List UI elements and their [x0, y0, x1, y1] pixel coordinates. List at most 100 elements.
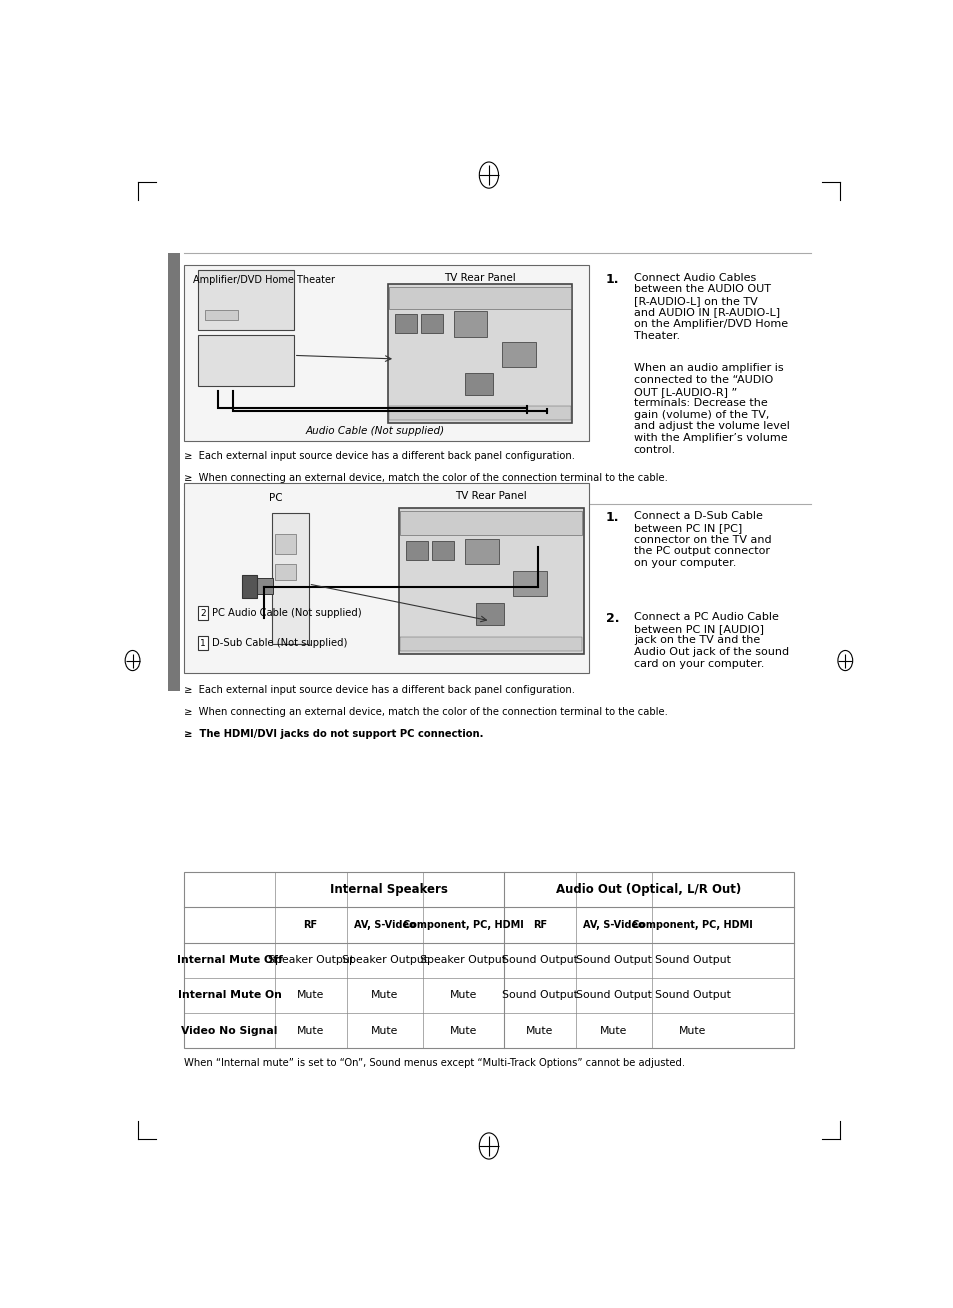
Text: Connect Audio Cables
between the AUDIO OUT
[R-AUDIO-L] on the TV
and AUDIO IN [R: Connect Audio Cables between the AUDIO O… [633, 273, 787, 341]
Bar [184, 872, 794, 1048]
Circle shape [433, 606, 446, 624]
Text: Mute: Mute [449, 990, 476, 1001]
Text: Sound Output: Sound Output [501, 955, 578, 965]
Text: Sound Output: Sound Output [654, 990, 730, 1001]
Circle shape [213, 395, 223, 409]
Text: AV, S-Video: AV, S-Video [354, 920, 416, 930]
Text: 1.: 1. [605, 273, 618, 285]
Bar [432, 542, 454, 560]
Text: Component, PC, HDMI: Component, PC, HDMI [402, 920, 523, 930]
Text: Video No Signal: Video No Signal [181, 1025, 277, 1036]
Bar [168, 252, 180, 691]
Text: D-Sub Cable (Not supplied): D-Sub Cable (Not supplied) [213, 638, 348, 649]
Text: PC Audio Cable (Not supplied): PC Audio Cable (Not supplied) [213, 608, 361, 619]
Text: Component, PC, HDMI: Component, PC, HDMI [632, 920, 752, 930]
Bar [197, 269, 294, 330]
Bar [454, 311, 487, 336]
Bar [272, 514, 308, 645]
Text: TV Rear Panel: TV Rear Panel [444, 273, 516, 283]
Bar [400, 511, 581, 535]
Circle shape [228, 377, 238, 391]
Text: ≥  The HDMI/DVI jacks do not support PC connection.: ≥ The HDMI/DVI jacks do not support PC c… [184, 729, 483, 739]
Circle shape [405, 377, 418, 395]
Text: ≥  Each external input source device has a different back panel configuration.: ≥ Each external input source device has … [184, 451, 575, 460]
Circle shape [207, 348, 225, 373]
Text: Sound Output: Sound Output [654, 955, 730, 965]
Text: Internal Mute Off: Internal Mute Off [176, 955, 282, 965]
Bar [398, 509, 583, 654]
Bar [532, 504, 542, 528]
Bar [395, 314, 416, 332]
Bar [184, 483, 589, 672]
Text: Sound Output: Sound Output [501, 990, 578, 1001]
Circle shape [484, 578, 497, 596]
Text: Audio Out (Optical, L/R Out): Audio Out (Optical, L/R Out) [556, 883, 740, 896]
Circle shape [416, 606, 429, 624]
Circle shape [450, 606, 463, 624]
Bar [389, 286, 571, 309]
Circle shape [254, 300, 266, 315]
Bar [197, 335, 294, 386]
Circle shape [517, 382, 536, 408]
Text: Sound Output: Sound Output [576, 990, 651, 1001]
Circle shape [258, 604, 269, 619]
Text: When “Internal mute” is set to “On”, Sound menus except “Multi-Track Options” ca: When “Internal mute” is set to “On”, Sou… [184, 1058, 684, 1069]
Circle shape [521, 395, 531, 409]
Text: RF: RF [533, 920, 546, 930]
Bar [275, 564, 295, 579]
Circle shape [405, 349, 418, 368]
Circle shape [530, 488, 544, 509]
Circle shape [530, 531, 544, 552]
Text: Mute: Mute [599, 1025, 627, 1036]
Circle shape [399, 606, 413, 624]
Bar [513, 570, 546, 596]
Circle shape [473, 349, 486, 368]
Circle shape [450, 578, 463, 596]
Text: Mute: Mute [449, 1025, 476, 1036]
Text: ≥  When connecting an external device, match the color of the connection termina: ≥ When connecting an external device, ma… [184, 706, 667, 717]
Text: ≥  When connecting an external device, match the color of the connection termina: ≥ When connecting an external device, ma… [184, 473, 667, 483]
Bar [476, 603, 504, 625]
Text: Mute: Mute [296, 1025, 324, 1036]
Text: Mute: Mute [371, 990, 398, 1001]
Bar [197, 637, 208, 650]
Circle shape [467, 578, 480, 596]
Circle shape [433, 578, 446, 596]
Circle shape [456, 349, 469, 368]
Text: Connect a PC Audio Cable
between PC IN [AUDIO]
jack on the TV and the
Audio Out : Connect a PC Audio Cable between PC IN [… [633, 612, 788, 668]
Circle shape [547, 612, 567, 638]
Circle shape [388, 349, 401, 368]
Circle shape [388, 377, 401, 395]
Text: 1: 1 [200, 638, 206, 647]
Circle shape [422, 349, 436, 368]
Text: Speaker Output: Speaker Output [267, 955, 354, 965]
Bar [205, 310, 238, 320]
Text: When an audio amplifier is
connected to the “AUDIO
OUT [L-AUDIO-R] ”
terminals: : When an audio amplifier is connected to … [633, 364, 789, 455]
Text: TV Rear Panel: TV Rear Panel [455, 492, 526, 501]
Bar [501, 343, 535, 368]
Text: Mute: Mute [296, 990, 324, 1001]
Circle shape [294, 527, 304, 540]
Circle shape [439, 377, 453, 395]
Bar [274, 872, 794, 908]
Text: 2.: 2. [605, 612, 618, 625]
Bar [242, 576, 256, 598]
Bar [389, 405, 571, 420]
Circle shape [228, 395, 238, 409]
Text: Mute: Mute [371, 1025, 398, 1036]
Text: Internal Speakers: Internal Speakers [330, 883, 448, 896]
Text: Mute: Mute [526, 1025, 553, 1036]
Text: Mute: Mute [679, 1025, 705, 1036]
Text: Internal Mute On: Internal Mute On [177, 990, 281, 1001]
Text: RF: RF [303, 920, 317, 930]
Bar [184, 264, 589, 441]
Circle shape [416, 578, 429, 596]
Text: PC: PC [269, 493, 283, 504]
Text: Amplifier/DVD Home Theater: Amplifier/DVD Home Theater [193, 275, 335, 285]
Bar [256, 578, 273, 594]
Bar [420, 314, 442, 332]
Circle shape [213, 377, 223, 391]
Bar [465, 373, 493, 395]
Circle shape [399, 578, 413, 596]
Text: 2: 2 [200, 608, 206, 617]
